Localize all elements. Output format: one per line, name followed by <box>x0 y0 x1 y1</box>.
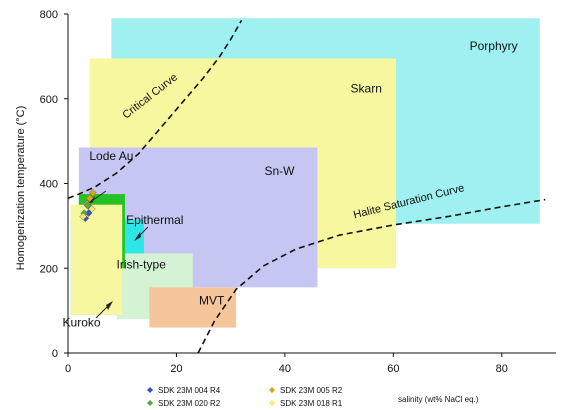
region-labels: Porphyry Skarn Sn-W Lode Au Epithermal Irish-… <box>63 39 518 330</box>
y-tick-label: 200 <box>40 263 58 275</box>
point-sdk-23m-005-r2 <box>89 189 97 197</box>
region-label-sn-w: Sn-W <box>264 164 295 178</box>
legend-label-sdk-23m-004-r4: SDK 23M 004 R4 <box>158 386 221 395</box>
x-axis-label: salinity (wt% NaCl eq.) <box>398 395 479 404</box>
region-label-mvt: MVT <box>199 293 225 307</box>
region-label-irish-type: Irish-type <box>117 257 167 271</box>
y-axis-label: Homogenization temperature (°C) <box>15 106 27 271</box>
point-sdk-23m-018-r1 <box>79 212 87 221</box>
sample-points <box>79 189 97 223</box>
y-tick-label: 400 <box>40 179 58 191</box>
region-label-epithermal: Epithermal <box>126 213 183 227</box>
point-sdk-23m-018-r1 <box>88 205 96 213</box>
kuroko-arrow-head <box>106 301 113 310</box>
boundary-curves <box>67 20 546 354</box>
y-tick-label: 0 <box>52 348 58 360</box>
point-sdk-23m-005-r2 <box>85 194 94 203</box>
region-kuroko <box>70 204 123 315</box>
legend: SDK 23M 004 R4 SDK 23M 005 R2 SDK 23M 020 … <box>147 386 343 408</box>
epithermal-arrow-head <box>134 232 141 241</box>
legend-label-sdk-23m-018-r1: SDK 23M 018 R1 <box>280 399 343 408</box>
legend-label-sdk-23m-020-r2: SDK 23M 020 R2 <box>158 399 221 408</box>
legend-marker-sdk-23m-005-r2 <box>269 387 275 393</box>
region-label-kuroko: Kuroko <box>63 316 101 330</box>
legend-marker-sdk-23m-004-r4 <box>147 387 153 393</box>
curve-critical-curve <box>67 20 243 200</box>
region-label-lode-au: Lode Au <box>89 149 133 163</box>
x-tick-label: 20 <box>170 363 182 375</box>
x-tick-label: 40 <box>279 363 291 375</box>
x-tick-label: 0 <box>65 363 71 375</box>
region-mvt <box>149 287 237 328</box>
region-label-porphyry: Porphyry <box>470 39 518 53</box>
legend-label-sdk-23m-005-r2: SDK 23M 005 R2 <box>280 386 343 395</box>
legend-marker-sdk-23m-018-r1 <box>269 400 275 406</box>
legend-marker-sdk-23m-020-r2 <box>147 400 153 406</box>
y-tick-label: 600 <box>40 94 58 106</box>
region-label-skarn: Skarn <box>351 81 382 95</box>
deposit-regions <box>70 18 540 328</box>
point-sdk-23m-020-r2 <box>83 201 92 210</box>
x-tick-label: 80 <box>496 363 508 375</box>
y-tick-label: 800 <box>40 9 58 21</box>
curve-halite-saturation-curve <box>197 198 546 354</box>
x-tick-label: 60 <box>387 363 399 375</box>
